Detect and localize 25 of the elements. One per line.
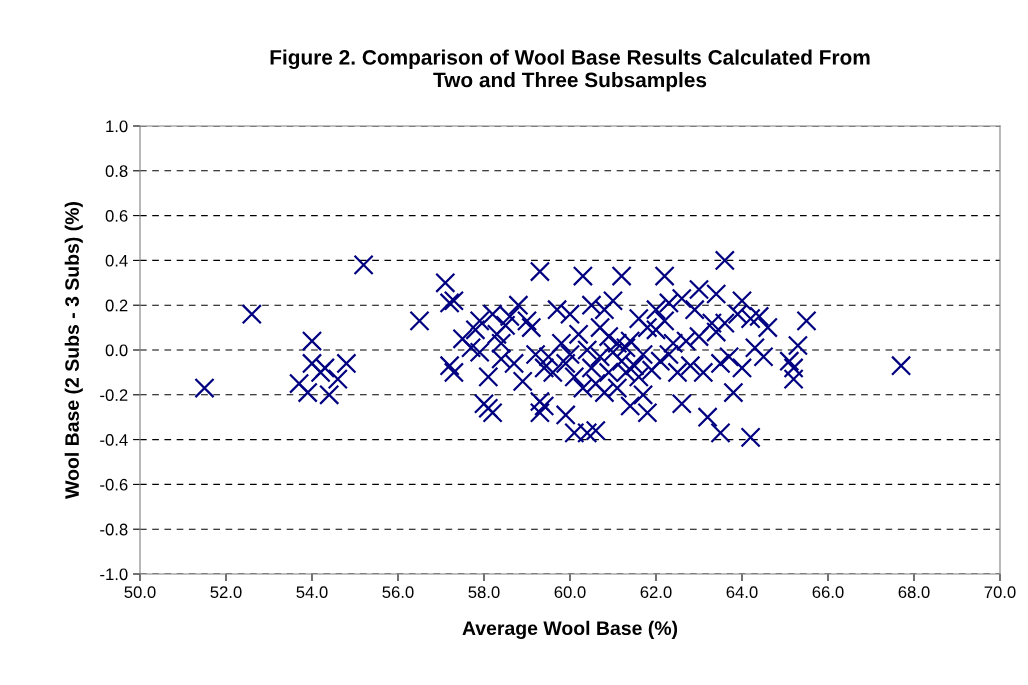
y-tick-label: 0.8	[105, 165, 128, 177]
x-tick-label: 62.0	[640, 586, 672, 599]
x-tick-label: 58.0	[468, 586, 500, 599]
x-tick-label: 60.0	[554, 586, 586, 599]
x-axis-title: Average Wool Base (%)	[462, 620, 678, 639]
y-tick-label: -0.8	[100, 523, 128, 536]
x-tick-label: 66.0	[812, 586, 844, 599]
x-tick-label: 50.0	[124, 586, 156, 599]
y-tick-label: 0.4	[105, 254, 128, 267]
y-axis-title: Wool Base (2 Subs - 3 Subs) (%)	[64, 202, 83, 499]
x-tick-label: 56.0	[382, 586, 414, 599]
x-tick-label: 68.0	[898, 586, 930, 599]
y-tick-label: 0.0	[105, 344, 128, 357]
x-tick-label: 70.0	[984, 586, 1016, 599]
x-tick-label: 64.0	[726, 586, 758, 599]
chart-title: Figure 2. Comparison of Wool Base Results Calculated From Two and Three Subsamples	[270, 49, 870, 92]
y-tick-label: -0.2	[100, 389, 128, 401]
y-tick-label: -0.6	[100, 478, 128, 491]
x-tick-label: 54.0	[296, 586, 328, 599]
y-tick-label: -0.4	[100, 434, 128, 446]
x-tick-label: 52.0	[210, 586, 242, 599]
y-tick-label: 0.2	[105, 299, 128, 312]
y-tick-label: 1.0	[106, 120, 128, 133]
y-tick-label: -1.0	[100, 568, 128, 581]
y-tick-label: 0.6	[105, 210, 128, 222]
